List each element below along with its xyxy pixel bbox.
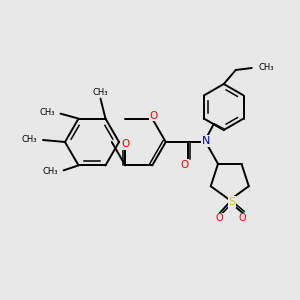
Text: CH₃: CH₃ <box>43 167 58 176</box>
Text: O: O <box>121 140 129 149</box>
Text: O: O <box>149 111 158 121</box>
Text: O: O <box>239 213 247 223</box>
Text: CH₃: CH₃ <box>259 64 274 73</box>
Text: O: O <box>216 213 224 223</box>
Text: O: O <box>181 160 189 170</box>
Text: S: S <box>228 197 235 207</box>
Text: CH₃: CH₃ <box>40 108 56 117</box>
Text: N: N <box>202 136 210 146</box>
Text: CH₃: CH₃ <box>22 136 37 145</box>
Text: CH₃: CH₃ <box>93 88 108 97</box>
